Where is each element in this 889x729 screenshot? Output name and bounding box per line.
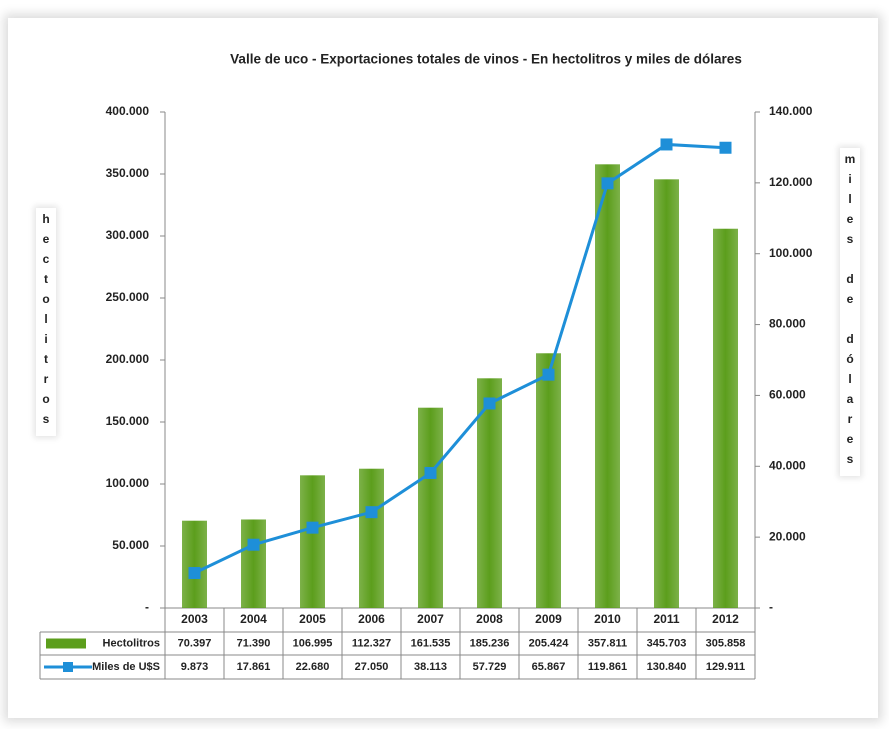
bar (536, 353, 561, 608)
x-tick-label: 2010 (594, 612, 621, 626)
table-value: 119.861 (588, 661, 627, 673)
bar (300, 475, 325, 608)
table-value: 185.236 (470, 637, 510, 649)
x-tick-label: 2012 (712, 612, 739, 626)
y2-tick-label: - (769, 600, 773, 614)
x-tick-label: 2005 (299, 612, 326, 626)
y-tick-label: 400.000 (106, 104, 150, 118)
y-tick-label: 250.000 (106, 290, 150, 304)
table-value: 22.680 (296, 661, 330, 673)
bar (359, 468, 384, 608)
chart-frame: Valle de uco - Exportaciones totales de … (8, 18, 878, 718)
chart: Valle de uco - Exportaciones totales de … (39, 52, 813, 680)
marker (483, 397, 496, 410)
x-tick-label: 2011 (653, 612, 679, 626)
marker (247, 538, 260, 551)
table-value: 27.050 (355, 661, 389, 673)
marker (365, 506, 378, 519)
marker (719, 141, 732, 154)
bar (654, 179, 679, 608)
bar (713, 228, 738, 608)
x-tick-label: 2007 (417, 612, 444, 626)
table-value: 38.113 (414, 661, 447, 673)
line (193, 142, 726, 575)
table-value: 65.867 (532, 661, 566, 673)
bar (418, 407, 443, 608)
marker (424, 466, 437, 479)
table-value: 9.873 (181, 661, 209, 673)
marker (306, 521, 319, 534)
bar (241, 519, 266, 608)
y-tick-label: 150.000 (106, 414, 150, 428)
table-value: 345.703 (647, 637, 687, 649)
chart-title: Valle de uco - Exportaciones totales de … (230, 52, 742, 67)
table-value: 161.535 (411, 637, 451, 649)
y-tick-label: 50.000 (112, 538, 149, 552)
y-tick-label: 100.000 (106, 476, 150, 490)
table-value: 305.858 (706, 637, 746, 649)
table-value: 57.729 (473, 661, 507, 673)
bar (182, 520, 207, 608)
table-value: 17.861 (237, 661, 271, 673)
y2-tick-label: 80.000 (769, 317, 806, 331)
marker (660, 138, 673, 151)
y2-tick-label: 100.000 (769, 246, 813, 260)
table-value: 106.995 (293, 637, 333, 649)
table-value: 71.390 (237, 637, 271, 649)
y-tick-label: 350.000 (106, 166, 150, 180)
legend-swatch (46, 638, 86, 649)
y-axis-title: hectolitros (36, 208, 56, 436)
table-value: 70.397 (178, 637, 212, 649)
y2-tick-label: 120.000 (769, 175, 813, 189)
y2-tick-label: 140.000 (769, 104, 813, 118)
table-value: 130.840 (647, 661, 687, 673)
bar (477, 378, 502, 608)
table-value: 205.424 (529, 637, 570, 649)
legend-label: Hectolitros (103, 637, 160, 649)
y-tick-label: 200.000 (106, 352, 150, 366)
table-value: 112.327 (352, 637, 391, 649)
x-tick-label: 2009 (535, 612, 562, 626)
x-tick-label: 2003 (181, 612, 208, 626)
table-value: 357.811 (588, 637, 627, 649)
bar (595, 164, 620, 608)
y2-axis-title: miles de dólares (840, 148, 860, 476)
y-tick-label: 300.000 (106, 228, 150, 242)
legend-swatch (63, 662, 73, 672)
y2-tick-label: 40.000 (769, 458, 806, 472)
y2-tick-label: 60.000 (769, 388, 806, 402)
marker (188, 567, 201, 580)
x-tick-label: 2008 (476, 612, 503, 626)
y2-tick-label: 20.000 (769, 529, 806, 543)
legend-label: Miles de U$S (92, 661, 160, 673)
x-tick-label: 2006 (358, 612, 385, 626)
table-value: 129.911 (706, 661, 745, 673)
marker (542, 368, 555, 381)
x-tick-label: 2004 (240, 612, 267, 626)
y-tick-label: - (145, 600, 149, 614)
marker (601, 177, 614, 190)
